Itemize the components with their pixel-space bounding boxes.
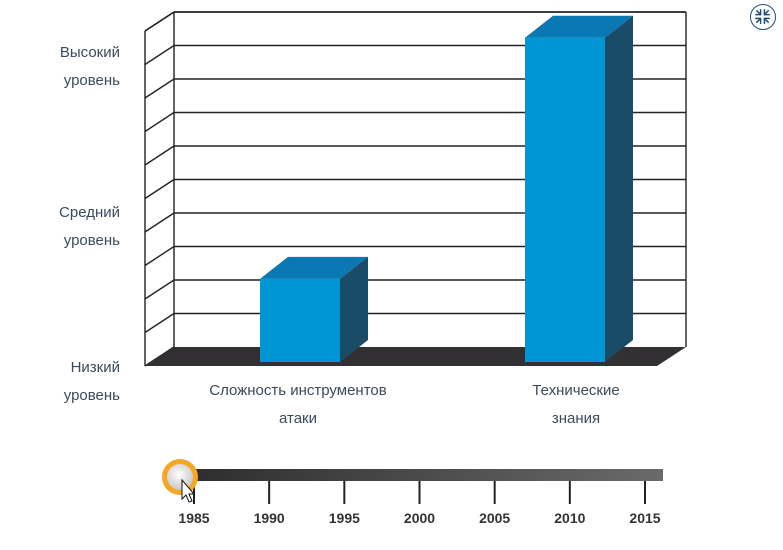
x-category-label-line: знания <box>551 410 601 427</box>
bar-side <box>605 15 633 362</box>
gridline-left <box>144 111 175 133</box>
gridline-left <box>144 279 175 300</box>
bar-side <box>340 256 368 362</box>
gridline-left <box>144 78 175 99</box>
bar-front <box>525 37 605 362</box>
y-tick-label-line: Высокий <box>59 44 120 61</box>
chart-bars <box>260 15 633 362</box>
gridline-left <box>144 312 175 334</box>
x-category-label: Технические знания <box>456 377 696 433</box>
gridline-left <box>144 245 175 267</box>
x-category-label: Сложность инструментов атаки <box>178 377 418 433</box>
y-tick-label-line: Средний <box>59 204 120 221</box>
timeline-year-label[interactable]: 2015 <box>629 510 660 526</box>
cursor-pointer-icon <box>181 478 196 503</box>
bar-top <box>260 256 368 279</box>
gridline-left <box>144 11 175 32</box>
gridline-left <box>144 145 175 166</box>
timeline-year-label[interactable]: 2005 <box>479 510 510 526</box>
gridline-left <box>144 178 175 200</box>
x-category-label-line: Технические <box>532 382 620 399</box>
collapse-arrows-icon <box>755 9 770 24</box>
y-tick-label-line: уровень <box>63 232 120 249</box>
timeline-track[interactable] <box>165 469 663 481</box>
bar-top <box>525 15 633 38</box>
bar-front <box>260 278 340 362</box>
timeline-year-label[interactable]: 2000 <box>404 510 435 526</box>
y-tick-label-line: Низкий <box>70 359 120 376</box>
bar <box>525 15 633 362</box>
y-tick-label-line: уровень <box>63 72 120 89</box>
collapse-button[interactable] <box>750 4 776 30</box>
timeline-year-label[interactable]: 1995 <box>329 510 360 526</box>
timeline-year-label[interactable]: 2010 <box>554 510 585 526</box>
bar <box>260 256 368 362</box>
y-tick-label-line: уровень <box>63 387 120 404</box>
x-category-label-line: атаки <box>279 410 317 427</box>
timeline-handle[interactable] <box>162 459 198 495</box>
timeline-slider[interactable]: 1985 1990 1995 2000 2005 2010 2015 <box>162 459 663 526</box>
y-tick-label: Низкий уровень <box>10 354 120 410</box>
gridline-left <box>144 212 175 233</box>
x-category-label-line: Сложность инструментов <box>209 382 387 399</box>
timeline-year-label[interactable]: 1990 <box>254 510 285 526</box>
gridline-left <box>144 44 175 66</box>
y-tick-label: Высокий уровень <box>10 39 120 95</box>
y-tick-label: Средний уровень <box>10 199 120 255</box>
timeline-year-label[interactable]: 1985 <box>178 510 209 526</box>
